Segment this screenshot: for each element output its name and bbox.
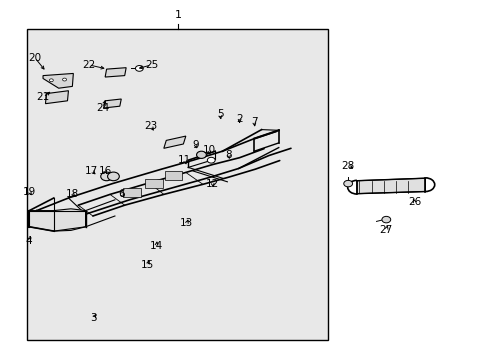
Polygon shape	[29, 209, 85, 231]
Bar	[27, 29, 327, 340]
Polygon shape	[105, 68, 126, 77]
Text: 10: 10	[203, 145, 215, 156]
Bar	[164, 171, 182, 180]
Text: 12: 12	[205, 179, 219, 189]
Text: 22: 22	[81, 60, 95, 70]
Text: 27: 27	[379, 225, 392, 235]
Text: 19: 19	[22, 186, 36, 197]
Text: 4: 4	[25, 236, 32, 246]
Text: 11: 11	[178, 155, 191, 165]
Text: 26: 26	[407, 197, 421, 207]
Text: 13: 13	[180, 218, 193, 228]
Text: 24: 24	[96, 103, 109, 113]
Text: 18: 18	[65, 189, 79, 199]
Text: 23: 23	[143, 121, 157, 131]
Bar	[145, 179, 163, 188]
Polygon shape	[45, 91, 68, 104]
Circle shape	[62, 78, 66, 81]
Text: 9: 9	[192, 140, 199, 150]
Polygon shape	[163, 136, 185, 148]
Text: 6: 6	[118, 189, 124, 199]
Polygon shape	[43, 73, 73, 88]
Text: 8: 8	[225, 150, 232, 160]
Circle shape	[207, 157, 215, 163]
Text: 20: 20	[28, 53, 41, 63]
Circle shape	[381, 216, 390, 223]
Text: 7: 7	[250, 117, 257, 127]
Text: 16: 16	[98, 166, 112, 176]
Text: 2: 2	[236, 114, 243, 124]
Circle shape	[343, 180, 352, 187]
Circle shape	[107, 172, 119, 181]
Text: 25: 25	[144, 60, 158, 70]
Text: 15: 15	[141, 260, 154, 270]
Text: 14: 14	[149, 240, 163, 251]
Text: 1: 1	[175, 10, 182, 20]
Text: 3: 3	[90, 312, 97, 323]
Text: 28: 28	[341, 161, 354, 171]
Polygon shape	[103, 99, 121, 108]
Text: 21: 21	[36, 92, 50, 102]
Text: 5: 5	[216, 109, 223, 120]
Polygon shape	[356, 178, 425, 194]
Circle shape	[49, 79, 53, 82]
Circle shape	[135, 66, 143, 71]
Bar	[123, 188, 141, 197]
Circle shape	[196, 151, 206, 158]
Circle shape	[101, 172, 112, 181]
Text: 17: 17	[85, 166, 99, 176]
